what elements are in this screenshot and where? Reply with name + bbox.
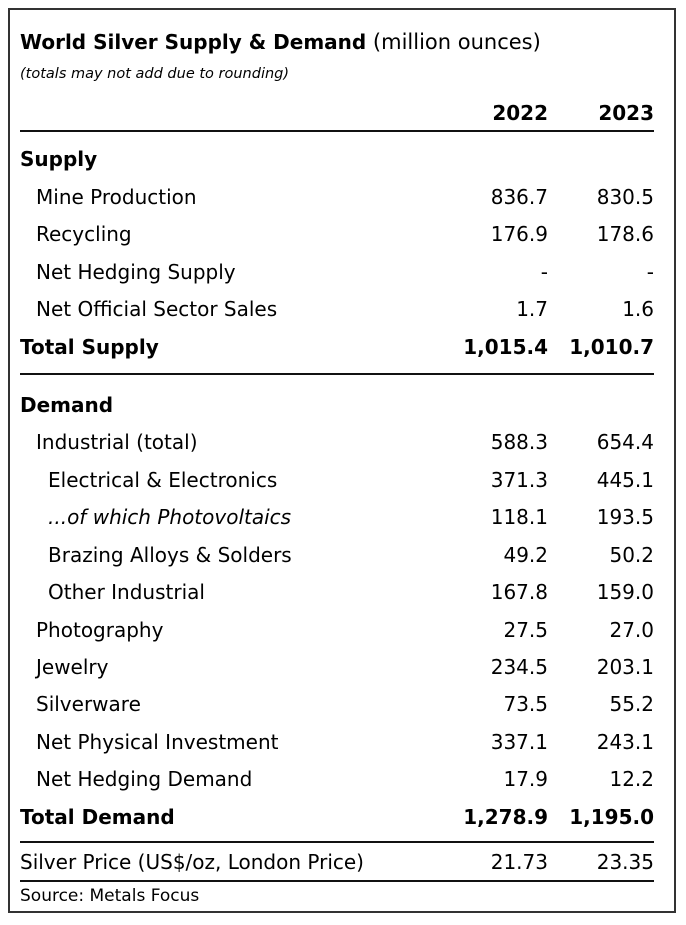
- value-2023: 1.6: [622, 297, 654, 321]
- value-2022: 167.8: [490, 580, 548, 604]
- table-row: Net Physical Investment 337.1 243.1: [20, 727, 654, 757]
- rounding-note: (totals may not add due to rounding): [20, 66, 290, 82]
- value-2022: -: [540, 260, 548, 284]
- total-supply-2022: 1,015.4: [463, 335, 548, 359]
- row-label: Net Physical Investment: [36, 730, 279, 754]
- table-frame: [8, 8, 676, 913]
- value-2022: 337.1: [490, 730, 548, 754]
- value-2022: 588.3: [490, 430, 548, 454]
- silver-price-label: Silver Price (US$/oz, London Price): [20, 850, 364, 874]
- total-demand-label: Total Demand: [20, 805, 175, 829]
- table-title-unit: (million ounces): [372, 30, 541, 54]
- row-label: Industrial (total): [36, 430, 198, 454]
- year-header-row: 2022 2023: [20, 98, 654, 128]
- silver-price-2022: 21.73: [490, 850, 548, 874]
- table-row: Industrial (total) 588.3 654.4: [20, 427, 654, 457]
- value-2023: 203.1: [596, 655, 654, 679]
- table-row: Photography 27.5 27.0: [20, 615, 654, 645]
- row-label: Photography: [36, 618, 164, 642]
- value-2022: 1.7: [516, 297, 548, 321]
- value-2023: 27.0: [609, 618, 654, 642]
- table-row: Electrical & Electronics 371.3 445.1: [20, 465, 654, 495]
- value-2022: 371.3: [490, 468, 548, 492]
- value-2022: 234.5: [490, 655, 548, 679]
- total-demand-2023: 1,195.0: [569, 805, 654, 829]
- row-label: ...of which Photovoltaics: [48, 505, 292, 529]
- value-2022: 118.1: [490, 505, 548, 529]
- row-label: Jewelry: [36, 655, 109, 679]
- value-2022: 27.5: [503, 618, 548, 642]
- table-row: Silverware 73.5 55.2: [20, 689, 654, 719]
- supply-divider: [20, 373, 654, 375]
- value-2022: 73.5: [503, 692, 548, 716]
- row-label: Net Official Sector Sales: [36, 297, 278, 321]
- value-2022: 836.7: [490, 185, 548, 209]
- silver-price-row: Silver Price (US$/oz, London Price) 21.7…: [20, 847, 654, 877]
- row-label: Mine Production: [36, 185, 197, 209]
- source-note: Source: Metals Focus: [20, 886, 200, 906]
- total-supply-row: Total Supply 1,015.4 1,010.7: [20, 332, 654, 362]
- supply-heading: Supply: [20, 147, 98, 171]
- value-2022: 17.9: [503, 767, 548, 791]
- total-demand-2022: 1,278.9: [463, 805, 548, 829]
- value-2023: -: [646, 260, 654, 284]
- silver-price-2023: 23.35: [596, 850, 654, 874]
- year-header-2022: 2022: [492, 101, 548, 125]
- total-demand-row: Total Demand 1,278.9 1,195.0: [20, 802, 654, 832]
- value-2023: 55.2: [609, 692, 654, 716]
- row-label: Recycling: [36, 222, 132, 246]
- value-2023: 50.2: [609, 543, 654, 567]
- table-row: Jewelry 234.5 203.1: [20, 652, 654, 682]
- supply-heading-row: Supply: [20, 144, 654, 174]
- value-2023: 243.1: [596, 730, 654, 754]
- demand-heading-row: Demand: [20, 390, 654, 420]
- value-2022: 176.9: [490, 222, 548, 246]
- year-header-2023: 2023: [598, 101, 654, 125]
- row-label: Brazing Alloys & Solders: [48, 543, 292, 567]
- row-label: Net Hedging Supply: [36, 260, 236, 284]
- value-2023: 12.2: [609, 767, 654, 791]
- row-label: Other Industrial: [48, 580, 205, 604]
- value-2023: 159.0: [596, 580, 654, 604]
- table-row: Recycling 176.9 178.6: [20, 219, 654, 249]
- value-2023: 193.5: [596, 505, 654, 529]
- value-2023: 830.5: [596, 185, 654, 209]
- total-supply-label: Total Supply: [20, 335, 159, 359]
- table-row: ...of which Photovoltaics 118.1 193.5: [20, 502, 654, 532]
- demand-divider: [20, 841, 654, 843]
- table-row: Net Hedging Supply - -: [20, 257, 654, 287]
- demand-heading: Demand: [20, 393, 114, 417]
- table-row: Other Industrial 167.8 159.0: [20, 577, 654, 607]
- row-label: Silverware: [36, 692, 141, 716]
- table-title-main: World Silver Supply & Demand: [20, 30, 367, 54]
- table-row: Mine Production 836.7 830.5: [20, 182, 654, 212]
- table-row: Net Official Sector Sales 1.7 1.6: [20, 294, 654, 324]
- price-divider: [20, 880, 654, 882]
- value-2023: 654.4: [596, 430, 654, 454]
- value-2022: 49.2: [503, 543, 548, 567]
- table-title: World Silver Supply & Demand (million ou…: [20, 28, 541, 56]
- value-2023: 178.6: [596, 222, 654, 246]
- table-row: Net Hedging Demand 17.9 12.2: [20, 764, 654, 794]
- header-divider: [20, 130, 654, 132]
- value-2023: 445.1: [596, 468, 654, 492]
- row-label: Net Hedging Demand: [36, 767, 253, 791]
- row-label: Electrical & Electronics: [48, 468, 278, 492]
- total-supply-2023: 1,010.7: [569, 335, 654, 359]
- table-row: Brazing Alloys & Solders 49.2 50.2: [20, 540, 654, 570]
